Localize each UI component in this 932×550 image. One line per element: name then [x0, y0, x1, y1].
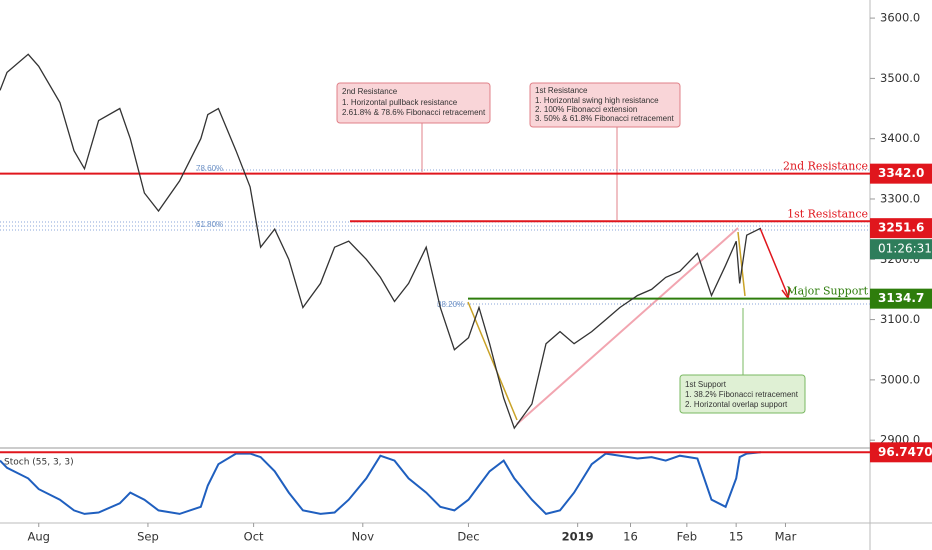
- y-tick-label: 3600.0: [880, 11, 920, 25]
- arrow: [759, 227, 789, 297]
- x-tick-label: 2019: [562, 530, 594, 544]
- x-tick-label: Aug: [28, 530, 50, 544]
- callout-box: [529, 82, 681, 128]
- x-tick-label: Oct: [244, 530, 264, 544]
- callout-line: 2. 100% Fibonacci extension: [535, 105, 637, 114]
- x-tick-label: Nov: [352, 530, 375, 544]
- level-price-box: [870, 163, 932, 184]
- callout-title: 2nd Resistance: [342, 87, 398, 96]
- countdown-box: [870, 239, 932, 260]
- countdown: 01:26:31: [878, 242, 932, 256]
- fib-label: 61.80%: [196, 220, 223, 229]
- callout-line: 2.61.8% & 78.6% Fibonacci retracement: [342, 108, 486, 117]
- callout-title: 1st Resistance: [535, 86, 588, 95]
- callout-line: 1. 38.2% Fibonacci retracement: [685, 390, 799, 399]
- y-tick-label: 3300.0: [880, 191, 920, 205]
- callout-line: 1. Horizontal swing high resistance: [535, 96, 659, 105]
- y-tick-label: 3100.0: [880, 312, 920, 326]
- level-price: 3342.0: [878, 166, 924, 180]
- trend-line: [516, 227, 739, 425]
- level-name: 1st Resistance: [787, 207, 868, 220]
- x-tick-label: 16: [623, 530, 638, 544]
- x-tick-label: Feb: [677, 530, 697, 544]
- y-tick-label: 3400.0: [880, 131, 920, 145]
- last-value-box: [870, 218, 932, 239]
- callouts: 2nd Resistance 1. Horizontal pullback re…: [336, 82, 806, 414]
- indicator-title: Stoch (55, 3, 3): [4, 458, 74, 468]
- x-tick-label: Dec: [457, 530, 479, 544]
- callout-line: 3. 50% & 61.8% Fibonacci retracement: [535, 114, 675, 123]
- price-line: [0, 53, 762, 430]
- callout-box: [336, 82, 491, 124]
- fib-leg: [467, 301, 518, 421]
- level-name: 2nd Resistance: [783, 160, 868, 173]
- fib-label: 78.60%: [196, 164, 223, 173]
- y-tick-label: 3500.0: [880, 71, 920, 85]
- axes: 2900.03000.03100.03200.03300.03400.03500…: [28, 11, 921, 544]
- callout-line: 2. Horizontal overlap support: [685, 400, 788, 409]
- y-tick-label: 3000.0: [880, 372, 920, 386]
- callout-title: 1st Support: [685, 380, 727, 389]
- last-value-label: 96.7470: [878, 445, 932, 459]
- fib-leg: [737, 231, 746, 297]
- fib-label: 38.20%: [437, 300, 464, 309]
- x-tick-label: Sep: [137, 530, 159, 544]
- last-value-label: 3251.6: [878, 221, 924, 235]
- x-tick-label: 15: [729, 530, 744, 544]
- x-tick-label: Mar: [775, 530, 797, 544]
- oscillator-line: [0, 451, 761, 516]
- level-name: Major Support: [786, 285, 868, 298]
- callout-line: 1. Horizontal pullback resistance: [342, 98, 458, 107]
- last-value-box: [870, 442, 932, 463]
- level-price: 3134.7: [878, 291, 924, 305]
- callout-box: [679, 374, 806, 414]
- level-price-box: [870, 288, 932, 309]
